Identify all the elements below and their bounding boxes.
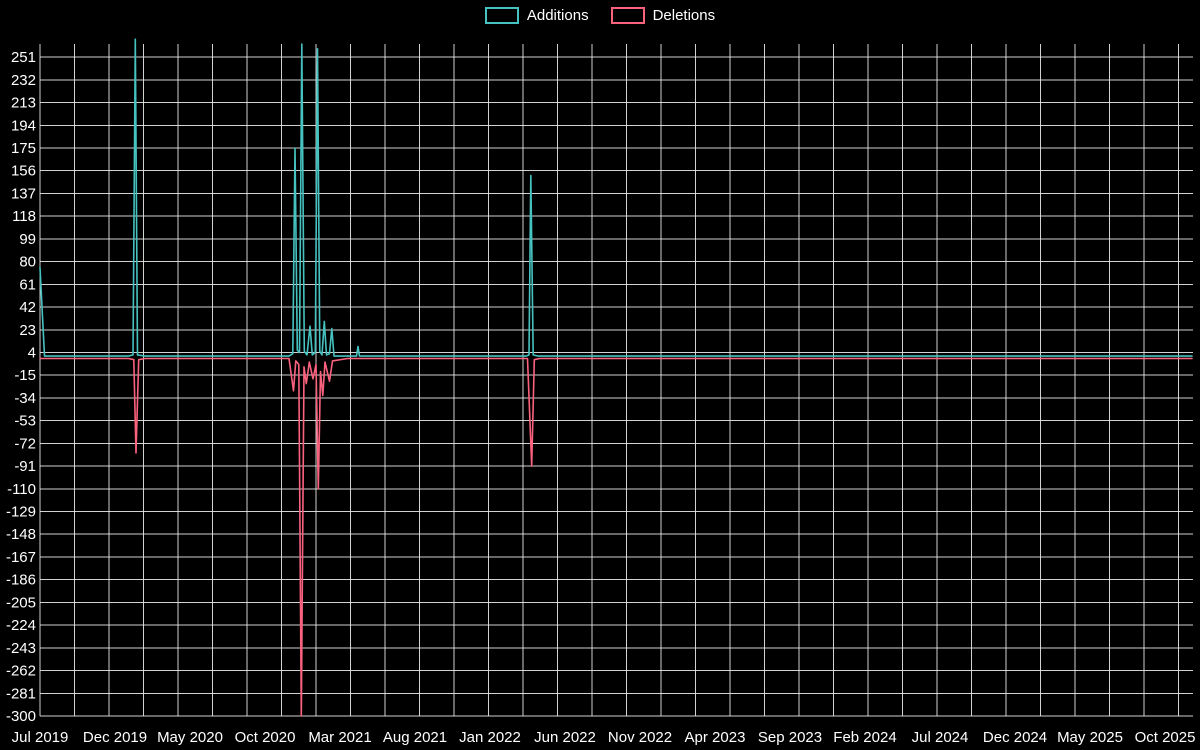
legend-swatch-deletions (610, 7, 645, 24)
svg-text:-34: -34 (14, 390, 36, 407)
svg-text:-300: -300 (6, 708, 36, 725)
svg-text:Jul 2024: Jul 2024 (912, 729, 969, 746)
svg-text:Jan 2022: Jan 2022 (459, 729, 521, 746)
svg-text:-262: -262 (6, 663, 36, 680)
legend-item-deletions[interactable]: Deletions (610, 7, 716, 24)
svg-text:-91: -91 (14, 458, 36, 475)
svg-text:-148: -148 (6, 526, 36, 543)
svg-text:Dec 2019: Dec 2019 (83, 729, 147, 746)
svg-text:Jun 2022: Jun 2022 (534, 729, 596, 746)
svg-text:80: 80 (19, 254, 36, 271)
svg-text:175: 175 (11, 140, 36, 157)
svg-text:194: 194 (11, 117, 36, 134)
svg-text:-72: -72 (14, 435, 36, 452)
svg-text:61: 61 (19, 276, 36, 293)
svg-text:-167: -167 (6, 549, 36, 566)
svg-text:-186: -186 (6, 572, 36, 589)
svg-text:156: 156 (11, 163, 36, 180)
legend-label-deletions: Deletions (652, 7, 716, 24)
svg-text:Oct 2020: Oct 2020 (235, 729, 296, 746)
svg-text:137: 137 (11, 185, 36, 202)
svg-text:Dec 2024: Dec 2024 (983, 729, 1047, 746)
svg-text:251: 251 (11, 49, 36, 66)
legend-label-additions: Additions (526, 7, 589, 24)
svg-text:213: 213 (11, 95, 36, 112)
svg-text:Mar 2021: Mar 2021 (308, 729, 371, 746)
svg-text:42: 42 (19, 299, 36, 316)
svg-text:Feb 2024: Feb 2024 (833, 729, 896, 746)
svg-text:-129: -129 (6, 504, 36, 521)
svg-text:-15: -15 (14, 367, 36, 384)
svg-text:-224: -224 (6, 617, 36, 634)
svg-text:Jul 2019: Jul 2019 (12, 729, 69, 746)
svg-text:Apr 2023: Apr 2023 (685, 729, 746, 746)
svg-text:Nov 2022: Nov 2022 (608, 729, 672, 746)
svg-text:-110: -110 (7, 481, 36, 498)
chart-legend: Additions Deletions (0, 7, 1200, 24)
svg-text:99: 99 (19, 231, 36, 248)
svg-text:118: 118 (12, 208, 36, 225)
legend-item-additions[interactable]: Additions (484, 7, 589, 24)
svg-text:-281: -281 (6, 685, 36, 702)
svg-text:Oct 2025: Oct 2025 (1135, 729, 1196, 746)
svg-text:23: 23 (19, 322, 36, 339)
svg-text:May 2020: May 2020 (157, 729, 223, 746)
svg-text:Aug 2021: Aug 2021 (383, 729, 447, 746)
svg-text:-53: -53 (14, 413, 36, 430)
svg-text:4: 4 (28, 344, 36, 361)
svg-text:-243: -243 (6, 640, 36, 657)
svg-text:232: 232 (11, 72, 36, 89)
svg-text:-205: -205 (6, 594, 36, 611)
legend-swatch-additions (484, 7, 519, 24)
svg-text:May 2025: May 2025 (1057, 729, 1123, 746)
svg-text:Sep 2023: Sep 2023 (758, 729, 822, 746)
